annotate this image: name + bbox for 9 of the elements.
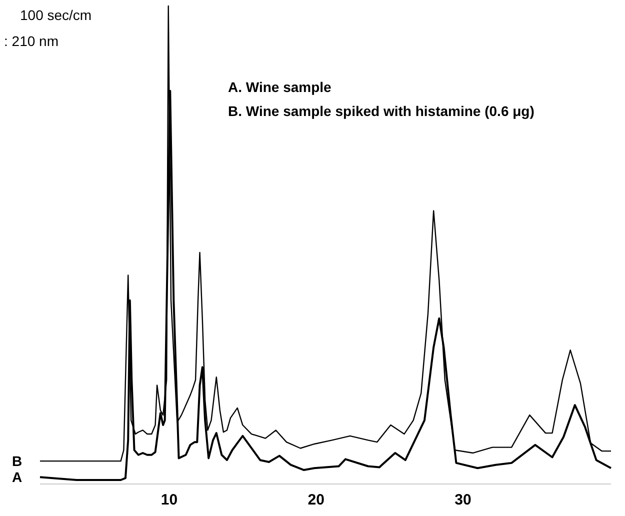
annotation: A. Wine sample [228,79,332,95]
annotation: : 210 nm [4,33,58,49]
annotation: 100 sec/cm [20,7,92,23]
series-label: B [12,453,22,470]
x-tick-label: 20 [308,492,324,509]
annotation: B. Wine sample spiked with histamine (0.6 μg) [228,103,534,119]
series-label: A [12,469,22,486]
x-tick-label: 30 [454,492,472,509]
x-tick-label: 10 [160,492,178,509]
